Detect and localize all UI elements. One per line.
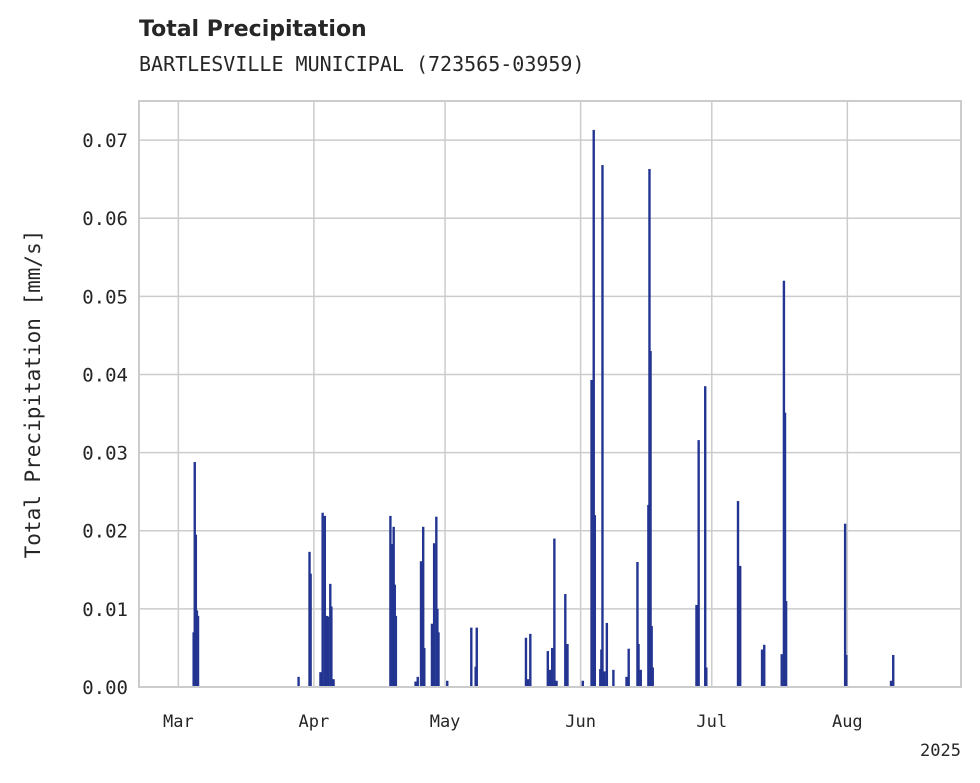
precipitation-bar [529, 633, 532, 687]
precipitation-bar [416, 676, 419, 687]
precipitation-bar [550, 647, 554, 687]
x-tick-label: Mar [163, 712, 194, 732]
precipitation-bar [637, 644, 640, 687]
precipitation-bar [297, 676, 300, 687]
precipitation-bar [603, 671, 606, 687]
precipitation-bar [625, 676, 628, 687]
precipitation-bar [705, 667, 708, 687]
chart-subtitle: BARTLESVILLE MUNICIPAL (723565-03959) [139, 52, 585, 76]
precipitation-bar [697, 440, 700, 687]
precipitation-bar [605, 622, 609, 687]
precipitation-bar [739, 565, 742, 687]
y-tick-label: 0.01 [82, 599, 128, 621]
precipitation-bar [546, 651, 550, 687]
precipitation-bars [192, 129, 895, 688]
grid-lines [139, 101, 961, 688]
precipitation-bar [784, 601, 788, 687]
precipitation-bar [330, 606, 333, 687]
precipitation-bar [319, 672, 322, 687]
precipitation-bar [649, 351, 652, 687]
precipitation-bar [326, 616, 330, 687]
chart-title: Total Precipitation [139, 17, 367, 42]
precipitation-bar [581, 680, 584, 687]
precipitation-bar [548, 669, 552, 687]
precipitation-bar [639, 669, 642, 687]
x-tick-label: Jul [696, 712, 727, 732]
precipitation-bar [892, 654, 895, 687]
precipitation-bar [422, 526, 425, 687]
precipitation-bar [524, 637, 528, 687]
precipitation-bar [323, 515, 327, 687]
precipitation-bar [566, 644, 569, 687]
precipitation-bar [601, 165, 604, 687]
precipitation-bar [475, 627, 478, 687]
precipitation-bar [321, 512, 324, 687]
precipitation-bar [627, 648, 630, 687]
precipitation-bar [590, 379, 593, 687]
year-label: 2025 [920, 741, 961, 761]
precipitation-bar [783, 412, 787, 687]
precipitation-bar [636, 561, 639, 687]
y-tick-label: 0.00 [82, 677, 128, 699]
precipitation-bar [394, 615, 398, 687]
precipitation-bar [419, 561, 423, 687]
precipitation-bar [612, 669, 615, 687]
precipitation-bar [592, 129, 595, 687]
precipitation-bar [845, 654, 848, 687]
precipitation-bar [470, 627, 473, 687]
y-tick-label: 0.04 [82, 364, 128, 386]
precipitation-bar [553, 538, 556, 687]
y-axis-label: Total Precipitation [mm/s] [21, 230, 45, 559]
precipitation-bar [593, 515, 597, 687]
precipitation-bar [309, 573, 312, 687]
y-tick-label: 0.07 [82, 130, 128, 152]
x-tick-label: Aug [832, 712, 863, 732]
precipitation-bar [437, 632, 440, 687]
y-tick-label: 0.02 [82, 521, 128, 543]
x-tick-label: Apr [299, 712, 330, 732]
precipitation-bar [332, 679, 335, 687]
y-tick-labels: 0.00 0.01 0.02 0.03 0.04 0.05 0.06 0.07 [82, 130, 128, 699]
precipitation-bar [390, 544, 393, 687]
precipitation-bar [564, 594, 567, 687]
precipitation-bar [763, 644, 766, 687]
precipitation-bar [196, 615, 200, 687]
x-tick-label: May [430, 712, 461, 732]
precipitation-bar [651, 667, 654, 687]
precipitation-bar [430, 623, 434, 687]
precipitation-bar [446, 680, 449, 687]
precipitation-bar [704, 386, 707, 687]
precipitation-bar [889, 680, 893, 687]
precipitation-bar [432, 543, 436, 687]
precipitation-bar [435, 516, 438, 687]
precipitation-bar [650, 626, 653, 687]
precipitation-bar [555, 680, 558, 687]
precipitation-bar [736, 501, 740, 687]
y-tick-label: 0.05 [82, 286, 128, 308]
precipitation-bar [414, 681, 417, 687]
y-tick-label: 0.06 [82, 208, 128, 230]
precipitation-bar [760, 649, 764, 687]
x-tick-labels: Mar Apr May Jun Jul Aug [163, 712, 863, 732]
precipitation-bar [843, 523, 847, 687]
plot-frame [138, 100, 962, 688]
precipitation-bar [695, 604, 698, 687]
precipitation-bar [423, 647, 426, 687]
precipitation-bar [526, 679, 530, 687]
y-tick-label: 0.03 [82, 443, 128, 465]
x-tick-label: Jun [565, 712, 596, 732]
precipitation-bar [780, 654, 783, 687]
